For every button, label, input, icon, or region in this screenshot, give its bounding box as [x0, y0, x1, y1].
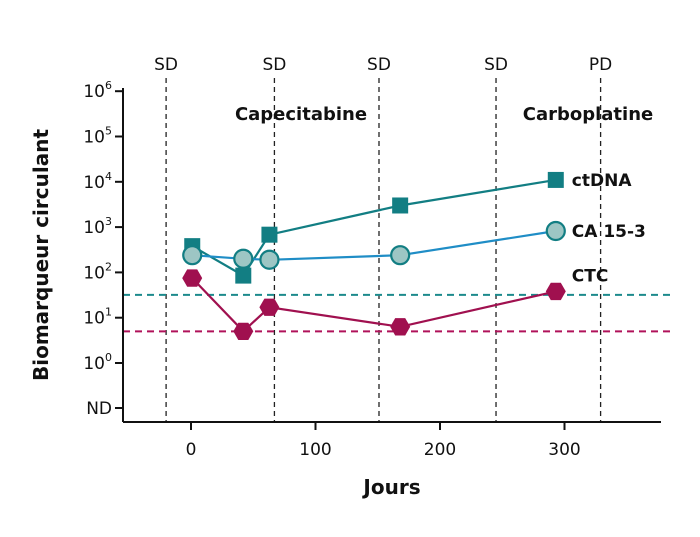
series-ctc: CTC — [182, 266, 608, 340]
phase-lines: SD SD SD SD PD — [154, 55, 612, 422]
data-point-ca-15-3-4 — [545, 220, 566, 242]
series-ca-15-3: CA 15-3 — [182, 220, 646, 270]
y-tick-label-3: 102 — [83, 260, 112, 283]
series-ctdna: ctDNA — [184, 171, 632, 284]
data-point-ca-15-3-0 — [182, 245, 203, 266]
y-tick-base-2: 10 — [83, 309, 105, 329]
data-point-ctc-0 — [182, 269, 203, 287]
data-point-ctdna-1 — [235, 267, 252, 284]
y-tick-label-2: 101 — [83, 306, 112, 329]
y-tick-label-7: 106 — [83, 79, 112, 102]
data-point-ca-15-3-2 — [259, 249, 280, 270]
axes — [122, 88, 661, 423]
y-tick-exp-4: 3 — [105, 215, 112, 228]
data-point-ctc-1 — [233, 322, 254, 340]
x-tick-label-2: 200 — [424, 440, 456, 460]
y-tick-exp-7: 6 — [105, 79, 112, 92]
treatment-label-capecitabine: Capecitabine — [235, 104, 367, 125]
y-axis-title: Biomarqueur circulant — [29, 129, 53, 381]
phase-label-3: SD — [484, 55, 508, 75]
x-tick-label-3: 300 — [548, 440, 580, 460]
y-tick-base-3: 10 — [83, 263, 105, 283]
y-tick-base-1: 10 — [83, 354, 105, 374]
y-tick-base-6: 10 — [83, 128, 105, 148]
y-tick-label-4: 103 — [83, 215, 112, 238]
x-tick-label-1: 100 — [299, 440, 331, 460]
y-tick-exp-6: 5 — [105, 125, 112, 138]
data-point-ctc-4 — [545, 282, 566, 301]
x-axis-title: Jours — [361, 475, 420, 499]
data-point-ctc-3 — [390, 318, 411, 336]
y-tick-base-7: 10 — [83, 82, 105, 102]
x-ticks: 0 100 200 300 — [186, 422, 581, 460]
data-point-ctc-2 — [259, 298, 280, 316]
x-tick-label-0: 0 — [186, 440, 197, 460]
phase-label-0: SD — [154, 55, 178, 75]
y-tick-label-5: 104 — [83, 170, 112, 193]
data-point-ca-15-3-3 — [390, 245, 411, 266]
y-tick-label-6: 105 — [83, 125, 112, 148]
phase-label-1: SD — [262, 55, 286, 75]
treatment-label-carboplatine: Carboplatine — [523, 104, 653, 125]
y-tick-base-4: 10 — [83, 218, 105, 238]
y-tick-exp-5: 4 — [105, 170, 112, 183]
series-label-ctdna: ctDNA — [572, 171, 633, 191]
y-tick-exp-2: 1 — [105, 306, 112, 319]
data-point-ctdna-4 — [547, 171, 564, 188]
y-tick-label-0: ND — [86, 399, 112, 419]
data-point-ca-15-3-1 — [233, 248, 254, 269]
data-point-ctdna-2 — [261, 226, 278, 243]
y-tick-base-5: 10 — [83, 173, 105, 193]
phase-label-2: SD — [367, 55, 391, 75]
data-point-ctdna-3 — [392, 197, 409, 214]
series-label-ctc: CTC — [572, 266, 609, 286]
series-label-ca-15-3: CA 15-3 — [572, 222, 646, 242]
series: ctDNA CA 15-3 CTC — [182, 171, 646, 340]
y-tick-label-1: 100 — [83, 351, 112, 374]
y-tick-exp-1: 0 — [105, 351, 112, 364]
phase-label-4: PD — [589, 55, 612, 75]
y-tick-exp-3: 2 — [105, 260, 112, 273]
